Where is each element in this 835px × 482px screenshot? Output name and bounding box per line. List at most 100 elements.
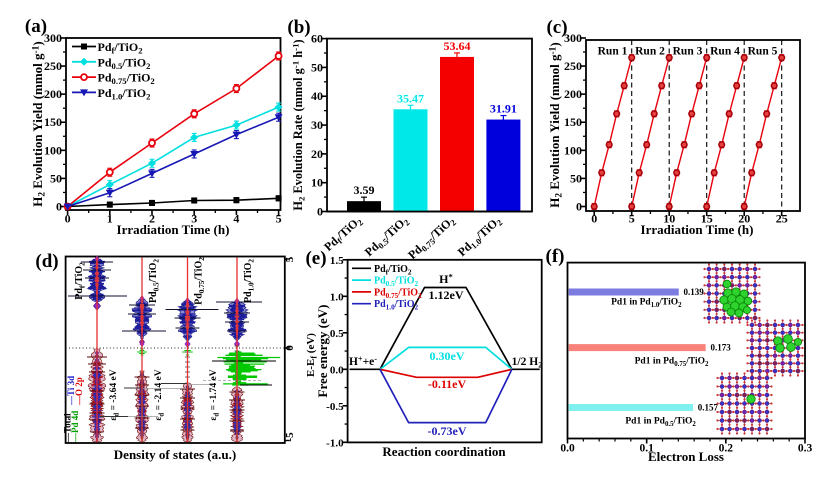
svg-text:0: 0 bbox=[284, 345, 296, 351]
svg-text:Irradiation Time (h): Irradiation Time (h) bbox=[117, 222, 230, 237]
svg-text:150: 150 bbox=[44, 115, 62, 129]
svg-text:—Pd 4d: —Pd 4d bbox=[70, 411, 80, 443]
svg-text:1.0: 1.0 bbox=[330, 291, 344, 303]
svg-text:5: 5 bbox=[284, 256, 296, 262]
svg-text:H2 Evolution Rate (mmol g-1 h-: H2 Evolution Rate (mmol g-1 h-1) bbox=[291, 39, 307, 210]
svg-text:Pd1 in Pd1.0/TiO2: Pd1 in Pd1.0/TiO2 bbox=[611, 298, 682, 310]
svg-text:250: 250 bbox=[564, 59, 582, 73]
svg-text:Pd0.5/TiO2: Pd0.5/TiO2 bbox=[98, 55, 151, 71]
svg-text:(e): (e) bbox=[305, 248, 326, 269]
svg-text:0.0: 0.0 bbox=[560, 443, 575, 455]
svg-text:Pd1.0/TiO2: Pd1.0/TiO2 bbox=[98, 86, 151, 102]
svg-text:-0.73eV: -0.73eV bbox=[428, 424, 467, 438]
svg-text:50: 50 bbox=[311, 60, 323, 74]
svg-text:(c): (c) bbox=[546, 17, 567, 38]
svg-text:Free energy (eV): Free energy (eV) bbox=[315, 305, 330, 398]
svg-text:0: 0 bbox=[591, 212, 597, 226]
svg-text:0: 0 bbox=[65, 212, 71, 226]
svg-text:Density of states (a.u.): Density of states (a.u.) bbox=[114, 447, 236, 462]
svg-text:Pd1 in Pd0.5/TiO2: Pd1 in Pd0.5/TiO2 bbox=[625, 417, 696, 429]
svg-text:40: 40 bbox=[311, 89, 323, 103]
svg-text:(f): (f) bbox=[546, 246, 565, 267]
svg-text:(b): (b) bbox=[287, 17, 310, 38]
svg-text:Run 4: Run 4 bbox=[710, 46, 740, 58]
svg-text:300: 300 bbox=[564, 31, 582, 45]
svg-text:35.47: 35.47 bbox=[397, 91, 424, 105]
svg-text:-0.11eV: -0.11eV bbox=[428, 377, 467, 391]
svg-text:1: 1 bbox=[107, 212, 113, 226]
svg-text:5: 5 bbox=[629, 212, 635, 226]
svg-text:-5: -5 bbox=[284, 432, 296, 442]
svg-text:-1.0: -1.0 bbox=[326, 437, 344, 449]
svg-text:20: 20 bbox=[311, 147, 323, 161]
svg-text:4: 4 bbox=[233, 212, 239, 226]
svg-text:1.5: 1.5 bbox=[330, 255, 344, 267]
svg-text:-0.5: -0.5 bbox=[326, 401, 344, 413]
svg-text:0.0: 0.0 bbox=[330, 364, 344, 376]
svg-text:200: 200 bbox=[564, 87, 582, 101]
svg-text:εd = -1.74 eV: εd = -1.74 eV bbox=[209, 369, 221, 420]
svg-text:3: 3 bbox=[191, 212, 197, 226]
svg-text:53.64: 53.64 bbox=[444, 39, 471, 53]
svg-text:εd = -2.14 eV: εd = -2.14 eV bbox=[154, 369, 166, 420]
svg-text:Pdf/TiO2: Pdf/TiO2 bbox=[98, 40, 143, 56]
svg-text:Reaction coordination: Reaction coordination bbox=[382, 444, 506, 459]
svg-text:—O 2p: —O 2p bbox=[74, 377, 84, 406]
svg-text:Electron Loss: Electron Loss bbox=[648, 449, 724, 464]
svg-text:50: 50 bbox=[570, 171, 582, 185]
svg-text:250: 250 bbox=[44, 59, 62, 73]
svg-text:0.173: 0.173 bbox=[710, 343, 731, 353]
svg-text:0: 0 bbox=[56, 200, 62, 214]
svg-text:Pd1.0/TiO2: Pd1.0/TiO2 bbox=[374, 299, 418, 312]
svg-text:εd = -3.64 eV: εd = -3.64 eV bbox=[109, 369, 121, 420]
svg-text:Pd1 in Pd0.75/TiO2: Pd1 in Pd0.75/TiO2 bbox=[635, 357, 709, 369]
svg-text:10: 10 bbox=[663, 212, 675, 226]
svg-text:10: 10 bbox=[311, 176, 323, 190]
svg-text:—Total: —Total bbox=[63, 413, 73, 443]
svg-text:2: 2 bbox=[149, 212, 155, 226]
svg-text:Run 5: Run 5 bbox=[748, 46, 778, 58]
svg-text:25: 25 bbox=[776, 212, 788, 226]
svg-text:1/2 H2: 1/2 H2 bbox=[512, 356, 543, 370]
svg-text:Pd0.75/TiO2: Pd0.75/TiO2 bbox=[98, 71, 155, 87]
svg-text:0.139: 0.139 bbox=[684, 287, 705, 297]
svg-text:0: 0 bbox=[317, 205, 323, 219]
svg-text:31.91: 31.91 bbox=[490, 102, 517, 116]
svg-text:Pd1.0/TiO2: Pd1.0/TiO2 bbox=[243, 259, 256, 303]
svg-text:100: 100 bbox=[44, 143, 62, 157]
svg-text:—Ti 3d: —Ti 3d bbox=[66, 376, 76, 406]
svg-text:H2 Evolution Yield (mmol g-1): H2 Evolution Yield (mmol g-1) bbox=[30, 41, 48, 206]
svg-text:Run 2: Run 2 bbox=[635, 46, 665, 58]
svg-text:(a): (a) bbox=[25, 16, 47, 37]
svg-text:0.3: 0.3 bbox=[798, 443, 813, 455]
svg-text:Irradiation Time (h): Irradiation Time (h) bbox=[641, 222, 754, 237]
svg-text:H2 Evolution Yield (mmol g-1): H2 Evolution Yield (mmol g-1) bbox=[547, 42, 565, 207]
svg-text:H++e-: H++e- bbox=[349, 355, 377, 369]
svg-text:E-Ef (eV): E-Ef (eV) bbox=[305, 333, 319, 377]
svg-text:50: 50 bbox=[50, 171, 62, 185]
svg-text:0.5: 0.5 bbox=[330, 328, 344, 340]
svg-text:Pdf/TiO2: Pdf/TiO2 bbox=[374, 264, 412, 277]
svg-text:200: 200 bbox=[44, 87, 62, 101]
svg-text:Pd0.75/TiO2: Pd0.75/TiO2 bbox=[194, 257, 207, 305]
svg-text:Run 1: Run 1 bbox=[598, 46, 628, 58]
svg-text:0.157: 0.157 bbox=[698, 403, 719, 413]
svg-text:0.1: 0.1 bbox=[639, 443, 654, 455]
svg-text:20: 20 bbox=[738, 212, 750, 226]
svg-text:Pdf/TiO2: Pdf/TiO2 bbox=[74, 262, 87, 300]
svg-text:0.30eV: 0.30eV bbox=[430, 349, 465, 363]
svg-text:300: 300 bbox=[44, 31, 62, 45]
svg-text:0.2: 0.2 bbox=[719, 443, 734, 455]
svg-text:H*: H* bbox=[439, 272, 453, 287]
svg-text:Pd0.5/TiO2: Pd0.5/TiO2 bbox=[148, 259, 161, 303]
svg-text:60: 60 bbox=[311, 32, 323, 46]
svg-text:Run 3: Run 3 bbox=[673, 46, 703, 58]
svg-text:150: 150 bbox=[564, 115, 582, 129]
svg-text:3.59: 3.59 bbox=[354, 183, 375, 197]
svg-text:100: 100 bbox=[564, 143, 582, 157]
svg-text:Pd0.75/TiO2: Pd0.75/TiO2 bbox=[374, 287, 422, 300]
svg-text:30: 30 bbox=[311, 118, 323, 132]
svg-text:15: 15 bbox=[701, 212, 713, 226]
svg-text:Pd0.5/TiO2: Pd0.5/TiO2 bbox=[374, 276, 418, 289]
svg-text:0: 0 bbox=[576, 200, 582, 214]
